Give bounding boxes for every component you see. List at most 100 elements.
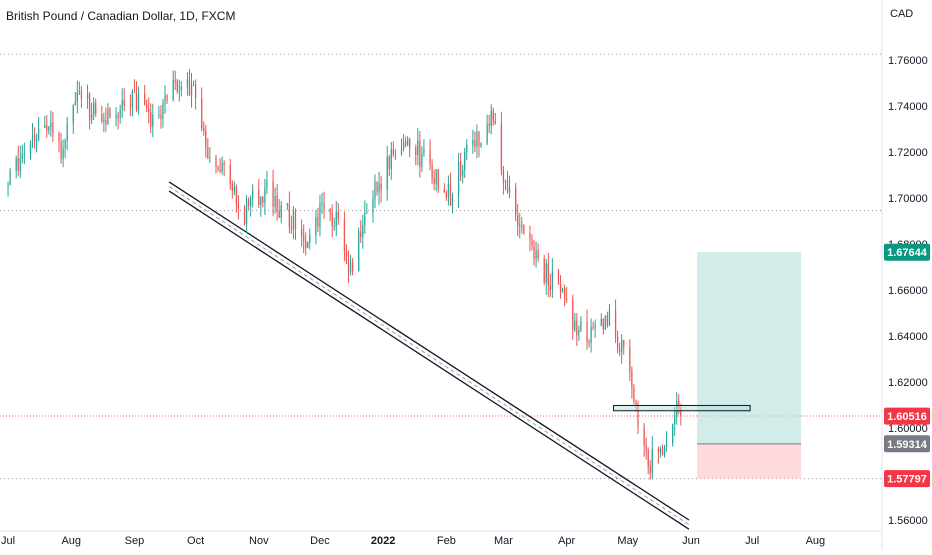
candle-body [631, 372, 633, 388]
candle-body [278, 210, 280, 218]
candle-body [133, 91, 136, 93]
candle-body [614, 310, 617, 337]
candle-body [21, 154, 23, 159]
candle-body [649, 465, 651, 473]
candle-body [188, 79, 191, 96]
candle-body [50, 122, 52, 127]
long-position-tool [697, 252, 802, 479]
candle-body [205, 130, 207, 148]
candle-body [533, 245, 535, 259]
candle-body [333, 226, 335, 228]
candle-body [647, 449, 649, 466]
candle-body [661, 448, 664, 456]
candle-body [44, 125, 46, 128]
candle-body [329, 208, 331, 213]
candle-body [7, 185, 9, 187]
candle-body [404, 141, 407, 145]
candle-body [274, 195, 276, 207]
target-badge [884, 243, 930, 261]
candle-body [209, 157, 211, 159]
candle-body [315, 217, 317, 235]
candle-body [406, 139, 409, 145]
time-tick-label: 2022 [371, 535, 395, 547]
candle-body [276, 195, 278, 211]
candle-body [80, 90, 83, 99]
candle-body [33, 135, 36, 141]
candle-body [58, 133, 60, 142]
candle-body [574, 320, 576, 330]
candle-body [537, 250, 539, 259]
candle-body [86, 94, 89, 99]
candle-body [551, 270, 554, 290]
candle-body [657, 448, 660, 453]
candle-body [623, 340, 625, 348]
candle-body [523, 225, 525, 234]
candle-body [460, 161, 462, 177]
candle-body [290, 227, 293, 230]
candle-body [423, 149, 425, 154]
candle-body [235, 186, 238, 204]
candle-body [252, 190, 254, 198]
candle-body [178, 90, 180, 92]
candle-body [637, 405, 639, 428]
candle-body [629, 347, 631, 373]
candle-body [93, 102, 95, 115]
candle-body [500, 123, 503, 171]
trend-channel [168, 181, 690, 530]
candle-body [192, 84, 195, 86]
candle-body [462, 170, 464, 177]
candle-body [74, 101, 76, 105]
candle-body [576, 320, 578, 336]
stop-badge-label: 1.59314 [887, 439, 928, 451]
candle-body [229, 165, 231, 184]
candle-body [592, 327, 594, 329]
candle-body [323, 202, 325, 209]
candle-body [190, 84, 193, 96]
candle-body [231, 183, 233, 192]
candle-body [515, 187, 517, 216]
candle-body [680, 408, 682, 417]
candle-body [146, 104, 148, 109]
candle-body [643, 427, 645, 446]
candle-body [305, 241, 307, 248]
candle-body [23, 153, 25, 155]
candle-body [561, 288, 564, 292]
candle-body [303, 235, 305, 242]
candle-body [362, 225, 364, 238]
candle-body [360, 231, 362, 238]
candle-body [247, 199, 250, 206]
candle-body [262, 197, 264, 203]
candle-body [223, 162, 225, 166]
candle-body [286, 203, 288, 206]
candle-body [678, 400, 680, 409]
candle-body [488, 123, 490, 126]
candle-body [343, 219, 346, 252]
candle-body [203, 128, 205, 131]
candle-body [419, 140, 421, 168]
last-price-badge-label: 1.60516 [887, 411, 927, 423]
candle-body [421, 153, 423, 168]
candle-body [307, 242, 309, 248]
candle-body [347, 260, 350, 273]
candle-body [317, 217, 319, 228]
price-tick-label: 1.62000 [888, 377, 928, 389]
candle-body [349, 262, 352, 273]
candle-body [95, 102, 97, 115]
candle-body [250, 197, 252, 206]
candle-body [590, 327, 592, 343]
candle-body [621, 340, 623, 352]
candle-body [378, 183, 380, 193]
time-tick-label: Sep [125, 535, 145, 547]
candle-body [451, 195, 454, 206]
candle-body [645, 445, 647, 450]
time-tick-label: Jul [1, 535, 15, 547]
candle-body [129, 105, 131, 107]
candle-body [480, 143, 482, 147]
candle-body [388, 156, 390, 170]
candle-body [504, 180, 507, 183]
candle-body [258, 190, 260, 206]
candle-body [386, 156, 388, 191]
candle-body [137, 94, 140, 110]
